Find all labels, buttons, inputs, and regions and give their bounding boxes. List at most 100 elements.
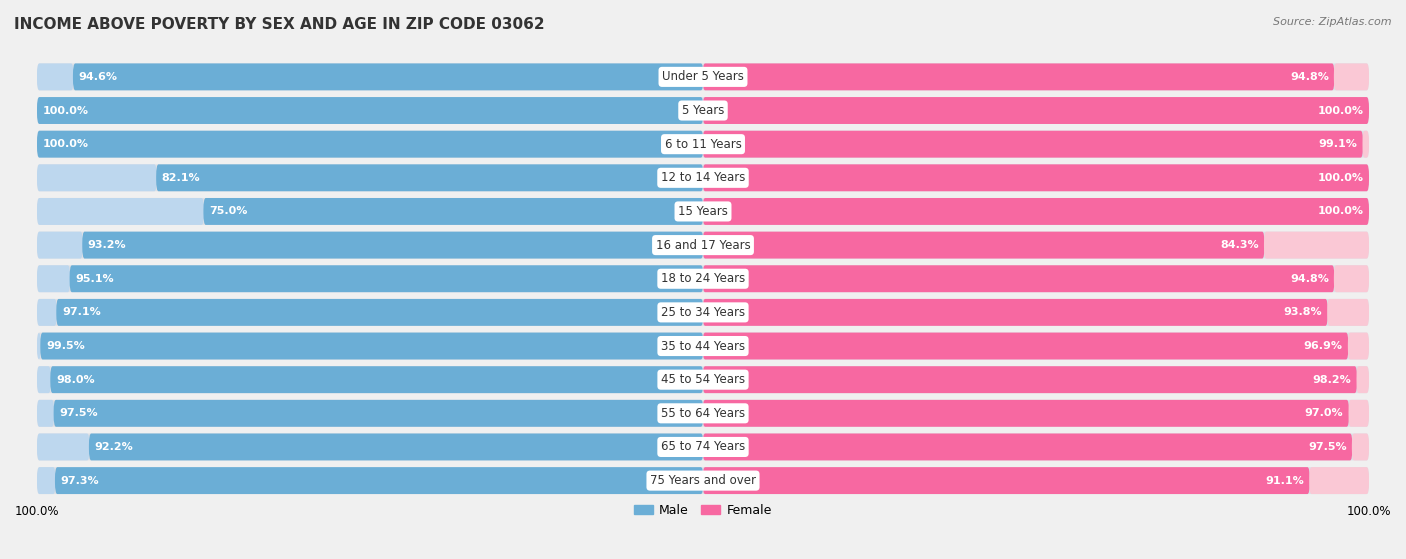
Text: 94.8%: 94.8% [1289, 274, 1329, 284]
FancyBboxPatch shape [37, 333, 41, 359]
Text: 45 to 54 Years: 45 to 54 Years [661, 373, 745, 386]
FancyBboxPatch shape [37, 231, 83, 259]
Text: 100.0%: 100.0% [42, 139, 89, 149]
FancyBboxPatch shape [37, 97, 703, 124]
FancyBboxPatch shape [37, 198, 204, 225]
FancyBboxPatch shape [37, 400, 1369, 427]
Text: 99.5%: 99.5% [46, 341, 84, 351]
FancyBboxPatch shape [37, 299, 56, 326]
Text: 96.9%: 96.9% [1303, 341, 1343, 351]
Text: 97.5%: 97.5% [1308, 442, 1347, 452]
Text: 97.0%: 97.0% [1305, 408, 1344, 418]
Text: 82.1%: 82.1% [162, 173, 201, 183]
FancyBboxPatch shape [37, 366, 1369, 393]
FancyBboxPatch shape [703, 131, 1362, 158]
Text: 16 and 17 Years: 16 and 17 Years [655, 239, 751, 252]
Text: 75.0%: 75.0% [209, 206, 247, 216]
FancyBboxPatch shape [51, 366, 703, 393]
FancyBboxPatch shape [703, 266, 1334, 292]
FancyBboxPatch shape [53, 400, 703, 427]
FancyBboxPatch shape [55, 467, 703, 494]
FancyBboxPatch shape [703, 299, 1327, 326]
FancyBboxPatch shape [703, 366, 1357, 393]
FancyBboxPatch shape [156, 164, 703, 191]
FancyBboxPatch shape [1348, 400, 1369, 427]
Text: 15 Years: 15 Years [678, 205, 728, 218]
Text: 75 Years and over: 75 Years and over [650, 474, 756, 487]
FancyBboxPatch shape [703, 97, 1369, 124]
FancyBboxPatch shape [37, 231, 1369, 259]
FancyBboxPatch shape [703, 164, 1369, 191]
Text: 5 Years: 5 Years [682, 104, 724, 117]
FancyBboxPatch shape [703, 400, 1348, 427]
Text: 95.1%: 95.1% [75, 274, 114, 284]
Text: 92.2%: 92.2% [94, 442, 134, 452]
FancyBboxPatch shape [37, 164, 1369, 191]
FancyBboxPatch shape [204, 198, 703, 225]
FancyBboxPatch shape [83, 231, 703, 259]
Text: 25 to 34 Years: 25 to 34 Years [661, 306, 745, 319]
FancyBboxPatch shape [703, 63, 1334, 91]
Text: INCOME ABOVE POVERTY BY SEX AND AGE IN ZIP CODE 03062: INCOME ABOVE POVERTY BY SEX AND AGE IN Z… [14, 17, 544, 32]
Text: 65 to 74 Years: 65 to 74 Years [661, 440, 745, 453]
FancyBboxPatch shape [37, 164, 156, 191]
FancyBboxPatch shape [37, 63, 1369, 91]
Text: Under 5 Years: Under 5 Years [662, 70, 744, 83]
FancyBboxPatch shape [1334, 63, 1369, 91]
FancyBboxPatch shape [1309, 467, 1369, 494]
Text: 94.6%: 94.6% [79, 72, 118, 82]
Text: 97.1%: 97.1% [62, 307, 101, 318]
Text: 18 to 24 Years: 18 to 24 Years [661, 272, 745, 285]
FancyBboxPatch shape [37, 433, 90, 461]
FancyBboxPatch shape [73, 63, 703, 91]
Text: 98.2%: 98.2% [1313, 375, 1351, 385]
Text: 100.0%: 100.0% [1317, 173, 1364, 183]
FancyBboxPatch shape [703, 333, 1348, 359]
FancyBboxPatch shape [37, 400, 55, 427]
FancyBboxPatch shape [37, 131, 1369, 158]
FancyBboxPatch shape [89, 433, 703, 461]
Text: 100.0%: 100.0% [1317, 106, 1364, 116]
Text: 99.1%: 99.1% [1319, 139, 1357, 149]
Text: 93.2%: 93.2% [87, 240, 127, 250]
FancyBboxPatch shape [37, 433, 1369, 461]
FancyBboxPatch shape [1362, 131, 1369, 158]
FancyBboxPatch shape [37, 467, 1369, 494]
Text: 84.3%: 84.3% [1220, 240, 1258, 250]
Text: 94.8%: 94.8% [1289, 72, 1329, 82]
Legend: Male, Female: Male, Female [630, 499, 776, 522]
FancyBboxPatch shape [703, 198, 1369, 225]
FancyBboxPatch shape [37, 467, 55, 494]
FancyBboxPatch shape [70, 266, 703, 292]
FancyBboxPatch shape [1327, 299, 1369, 326]
Text: 100.0%: 100.0% [1317, 206, 1364, 216]
FancyBboxPatch shape [1351, 433, 1369, 461]
FancyBboxPatch shape [37, 266, 70, 292]
Text: 93.8%: 93.8% [1284, 307, 1322, 318]
FancyBboxPatch shape [1348, 333, 1369, 359]
FancyBboxPatch shape [1357, 366, 1369, 393]
Text: 98.0%: 98.0% [56, 375, 94, 385]
Text: Source: ZipAtlas.com: Source: ZipAtlas.com [1274, 17, 1392, 27]
FancyBboxPatch shape [37, 299, 1369, 326]
FancyBboxPatch shape [703, 433, 1353, 461]
FancyBboxPatch shape [56, 299, 703, 326]
Text: 55 to 64 Years: 55 to 64 Years [661, 407, 745, 420]
FancyBboxPatch shape [37, 333, 1369, 359]
FancyBboxPatch shape [703, 231, 1264, 259]
FancyBboxPatch shape [703, 467, 1310, 494]
FancyBboxPatch shape [37, 63, 73, 91]
FancyBboxPatch shape [37, 366, 51, 393]
FancyBboxPatch shape [1334, 266, 1369, 292]
FancyBboxPatch shape [37, 198, 1369, 225]
Text: 97.3%: 97.3% [60, 476, 100, 486]
FancyBboxPatch shape [1264, 231, 1369, 259]
FancyBboxPatch shape [41, 333, 703, 359]
Text: 6 to 11 Years: 6 to 11 Years [665, 138, 741, 151]
FancyBboxPatch shape [37, 266, 1369, 292]
Text: 12 to 14 Years: 12 to 14 Years [661, 171, 745, 184]
Text: 97.5%: 97.5% [59, 408, 98, 418]
Text: 100.0%: 100.0% [42, 106, 89, 116]
Text: 91.1%: 91.1% [1265, 476, 1305, 486]
FancyBboxPatch shape [37, 131, 703, 158]
